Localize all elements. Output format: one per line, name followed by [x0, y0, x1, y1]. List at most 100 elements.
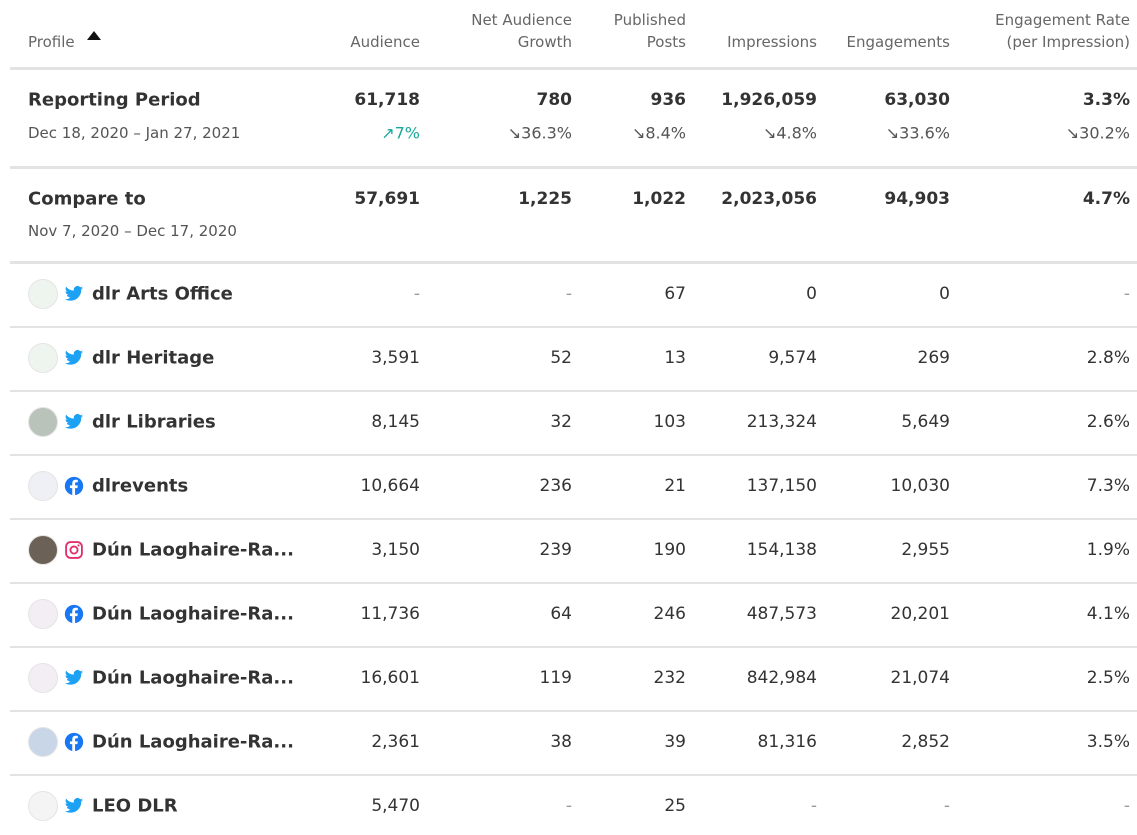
summary-value: 1,926,059 [721, 90, 817, 110]
summary-value: 780 [536, 90, 573, 110]
summary-value: 94,903 [884, 189, 950, 209]
column-header[interactable]: Growth [517, 33, 572, 51]
profile-avatar [28, 663, 58, 693]
profile-avatar [28, 471, 58, 501]
column-header[interactable]: (per Impression) [1006, 33, 1131, 51]
change-value: ↘33.6% [885, 123, 950, 143]
network-icon [64, 540, 84, 560]
cell-value: 119 [539, 668, 572, 688]
cell-value: 3.5% [1086, 732, 1130, 752]
summary-value: 2,023,056 [721, 189, 817, 209]
column-header[interactable]: Audience [350, 33, 420, 51]
summary-value: 57,691 [354, 189, 420, 209]
profile-avatar [28, 727, 58, 757]
cell-value: 487,573 [746, 604, 817, 624]
cell-value: 103 [653, 412, 686, 432]
row-separator [10, 454, 1137, 456]
cell-value: - [1123, 796, 1130, 816]
summary-value: 63,030 [884, 90, 950, 110]
cell-value: 64 [550, 604, 572, 624]
network-icon [64, 732, 84, 752]
sort-arrow [87, 31, 101, 40]
row-separator [10, 166, 1137, 169]
cell-value: - [413, 284, 420, 304]
cell-value: 154,138 [746, 540, 817, 560]
row-separator [10, 774, 1137, 776]
profile-name[interactable]: dlrevents [92, 475, 189, 497]
change-value: ↘36.3% [507, 123, 572, 143]
cell-value: 3,150 [371, 540, 420, 560]
column-header[interactable]: Engagements [846, 33, 951, 51]
profile-avatar [28, 343, 58, 373]
column-header[interactable]: Published [613, 11, 686, 29]
summary-value: 3.3% [1082, 90, 1130, 110]
column-header[interactable]: Engagement Rate [995, 11, 1130, 29]
cell-value: 5,470 [371, 796, 420, 816]
cell-value: 2,852 [901, 732, 950, 752]
cell-value: 39 [664, 732, 686, 752]
row-separator [10, 582, 1137, 584]
profile-name[interactable]: dlr Heritage [92, 347, 215, 369]
summary-value: 61,718 [354, 90, 420, 110]
cell-value: 0 [806, 284, 817, 304]
cell-value: 190 [653, 540, 686, 560]
cell-value: 32 [550, 412, 572, 432]
change-value: ↘8.4% [631, 123, 686, 143]
row-separator [10, 261, 1137, 264]
cell-value: 2.6% [1086, 412, 1130, 432]
cell-value: 842,984 [746, 668, 817, 688]
network-icon [64, 668, 84, 688]
change-value: ↘4.8% [762, 123, 817, 143]
cell-value: 4.1% [1086, 604, 1130, 624]
cell-value: 3,591 [371, 348, 420, 368]
cell-value: 67 [664, 284, 686, 304]
cell-value: - [810, 796, 817, 816]
row-separator [10, 710, 1137, 712]
profile-name[interactable]: Dún Laoghaire-Ra... [92, 731, 294, 753]
cell-value: 13 [664, 348, 686, 368]
cell-value: 213,324 [746, 412, 817, 432]
cell-value: 10,664 [360, 476, 420, 496]
summary-value: 1,022 [632, 189, 686, 209]
summary-label: Compare to [28, 188, 146, 210]
profile-avatar [28, 535, 58, 565]
cell-value: 11,736 [360, 604, 420, 624]
cell-value: 246 [653, 604, 686, 624]
cell-value: - [943, 796, 950, 816]
column-header[interactable]: Posts [646, 33, 686, 51]
cell-value: 2,955 [901, 540, 950, 560]
network-icon [64, 796, 84, 816]
column-header[interactable]: Net Audience [471, 11, 572, 29]
profile-name[interactable]: dlr Arts Office [92, 283, 233, 305]
row-separator [10, 646, 1137, 648]
summary-dates: Dec 18, 2020 – Jan 27, 2021 [28, 124, 241, 142]
column-header[interactable]: Profile [28, 33, 75, 51]
cell-value: 81,316 [757, 732, 817, 752]
summary-value: 936 [650, 90, 687, 110]
profile-avatar [28, 791, 58, 821]
network-icon [64, 604, 84, 624]
row-separator [10, 390, 1137, 392]
summary-label: Reporting Period [28, 89, 201, 111]
cell-value: - [1123, 284, 1130, 304]
cell-value: 2,361 [371, 732, 420, 752]
network-icon [64, 284, 84, 304]
cell-value: 232 [653, 668, 686, 688]
change-value: ↘30.2% [1065, 123, 1130, 143]
profile-name[interactable]: Dún Laoghaire-Ra... [92, 667, 294, 689]
cell-value: - [565, 284, 572, 304]
profile-name[interactable]: Dún Laoghaire-Ra... [92, 603, 294, 625]
summary-value: 4.7% [1082, 189, 1130, 209]
profile-name[interactable]: dlr Libraries [92, 411, 216, 433]
profile-name[interactable]: LEO DLR [92, 795, 178, 817]
column-header[interactable]: Impressions [727, 33, 817, 51]
row-separator [10, 67, 1137, 70]
network-icon [64, 476, 84, 496]
cell-value: 239 [539, 540, 572, 560]
cell-value: 8,145 [371, 412, 420, 432]
network-icon [64, 412, 84, 432]
cell-value: 21 [664, 476, 686, 496]
cell-value: 5,649 [901, 412, 950, 432]
profile-name[interactable]: Dún Laoghaire-Ra... [92, 539, 294, 561]
cell-value: 9,574 [768, 348, 817, 368]
